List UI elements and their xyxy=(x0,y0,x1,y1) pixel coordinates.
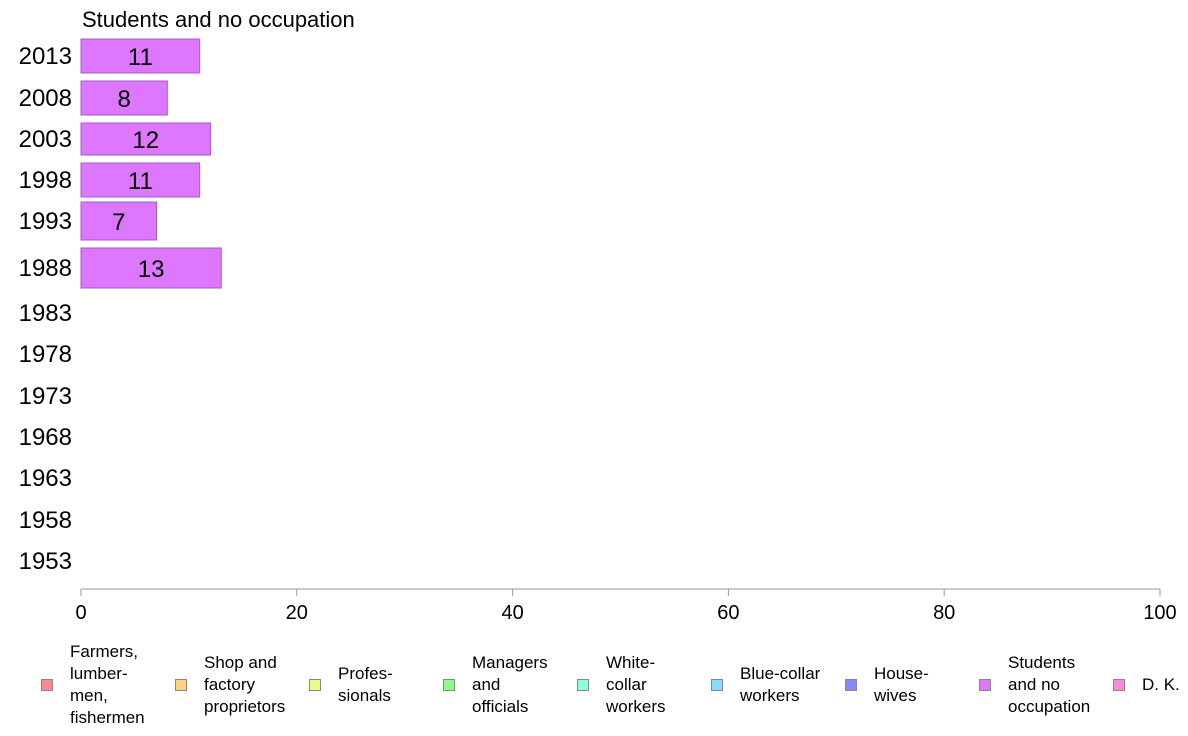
y-tick-label: 1963 xyxy=(19,465,72,492)
bar-value-label: 13 xyxy=(138,256,165,283)
y-tick-label: 1983 xyxy=(19,300,72,327)
legend-label: Blue-collar workers xyxy=(740,664,821,705)
y-tick-label: 2003 xyxy=(19,126,72,153)
bars xyxy=(80,38,222,289)
y-tick-label: 1988 xyxy=(19,255,72,282)
legend-item: Managers and officials xyxy=(443,640,548,730)
bar xyxy=(80,38,201,74)
x-tick-label: 40 xyxy=(501,602,523,624)
bar-value-label: 11 xyxy=(128,168,153,195)
y-tick-label: 1973 xyxy=(19,383,72,410)
legend-label: Profes- sionals xyxy=(338,664,393,705)
y-tick-label: 1998 xyxy=(19,167,72,194)
y-tick-label: 1953 xyxy=(19,548,72,575)
bar xyxy=(80,201,158,241)
x-tick-label: 100 xyxy=(1143,602,1176,624)
legend-item: White- collar workers xyxy=(577,640,666,730)
bar xyxy=(80,247,222,289)
y-tick-label: 2013 xyxy=(19,43,72,70)
y-tick-label: 1958 xyxy=(19,507,72,534)
x-tick-label: 20 xyxy=(286,602,308,624)
legend-swatch xyxy=(1113,679,1125,691)
legend-item: Students and no occupation xyxy=(979,640,1090,730)
legend-label: Farmers, lumber- men, fishermen xyxy=(70,642,145,727)
legend-swatch xyxy=(979,679,991,691)
legend-label: Managers and officials xyxy=(472,653,548,716)
x-tick-label: 0 xyxy=(75,602,86,624)
legend-swatch xyxy=(845,679,857,691)
bar xyxy=(80,80,168,116)
legend-item: Profes- sionals xyxy=(309,640,393,730)
chart-title: Students and no occupation xyxy=(82,7,355,32)
legend-swatch xyxy=(443,679,455,691)
bar-value-label: 11 xyxy=(128,44,153,71)
legend-label: House- wives xyxy=(874,664,929,705)
legend: Farmers, lumber- men, fishermen Shop and … xyxy=(0,640,1188,730)
legend-swatch xyxy=(577,679,589,691)
y-tick-label: 1968 xyxy=(19,424,72,451)
legend-swatch xyxy=(41,679,53,691)
legend-label: Shop and factory proprietors xyxy=(204,653,286,716)
bar-value-label: 7 xyxy=(112,209,125,236)
y-tick-label: 2008 xyxy=(19,85,72,112)
legend-item: House- wives xyxy=(845,640,929,730)
bar-chart: Students and no occupation 2013200820031… xyxy=(19,7,1177,624)
bar xyxy=(80,122,211,156)
legend-swatch xyxy=(711,679,723,691)
legend-item: Farmers, lumber- men, fishermen xyxy=(41,640,145,730)
legend-item: D. K. xyxy=(1113,640,1180,730)
legend-label: D. K. xyxy=(1142,675,1180,694)
legend-label: White- collar workers xyxy=(606,653,666,716)
bar-value-label: 12 xyxy=(132,127,159,154)
legend-swatch xyxy=(175,679,187,691)
y-axis-labels: 2013 2008 2003 1998 1993 1988 1983 1978 1973 1968… xyxy=(19,43,72,575)
y-tick-label: 1993 xyxy=(19,208,72,235)
bar xyxy=(80,162,201,198)
x-axis: 0 20 40 60 80 100 xyxy=(75,588,1177,624)
legend-label: Students and no occupation xyxy=(1008,653,1091,716)
bar-value-label: 8 xyxy=(117,86,130,113)
legend-item: Blue-collar workers xyxy=(711,640,820,730)
x-tick-label: 80 xyxy=(933,602,955,624)
legend-swatch xyxy=(309,679,321,691)
y-tick-label: 1978 xyxy=(19,341,72,368)
legend-item: Shop and factory proprietors xyxy=(175,640,285,730)
x-tick-label: 60 xyxy=(717,602,739,624)
